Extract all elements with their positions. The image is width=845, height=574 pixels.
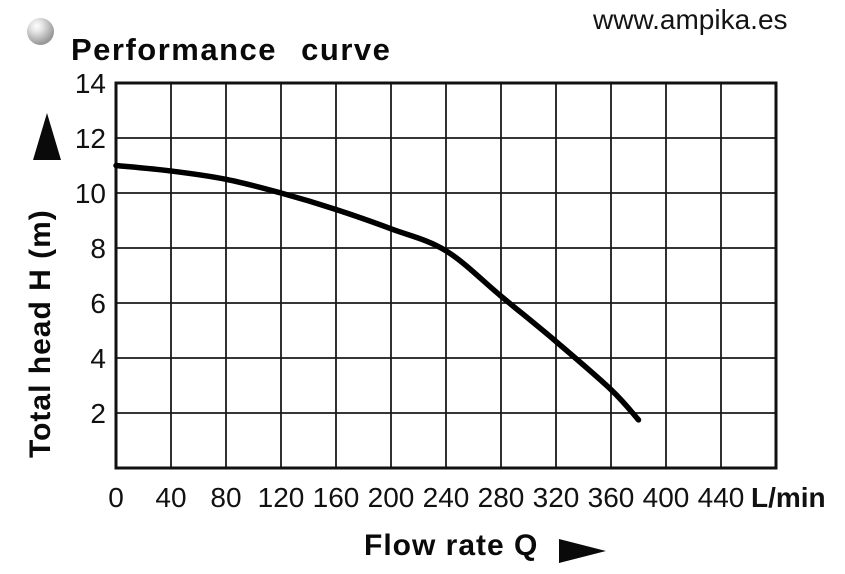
- x-tick-label: 400: [643, 482, 690, 513]
- x-tick-label: 280: [478, 482, 525, 513]
- x-tick-label: 240: [423, 482, 470, 513]
- y-tick-label: 6: [90, 288, 106, 319]
- x-tick-label: 0: [108, 482, 124, 513]
- y-tick-label: 8: [90, 233, 106, 264]
- website-url: www.ampika.es: [593, 4, 788, 35]
- x-tick-label: 320: [533, 482, 580, 513]
- x-tick-label: 120: [258, 482, 305, 513]
- y-tick-label: 2: [90, 398, 106, 429]
- y-axis-title: Total head H (m): [24, 209, 57, 458]
- x-axis-title: Flow rate Q: [364, 529, 539, 562]
- plot-border: [114, 81, 778, 470]
- page-title: Performance curve: [71, 31, 392, 67]
- sphere-bullet-icon: [27, 18, 54, 45]
- x-tick-label: 80: [210, 482, 241, 513]
- x-tick-label: 360: [588, 482, 635, 513]
- x-tick-label: 40: [155, 482, 186, 513]
- up-arrow-icon: [33, 113, 61, 160]
- right-arrow-icon: [559, 539, 606, 563]
- y-tick-label: 14: [75, 68, 106, 99]
- x-tick-label: 200: [368, 482, 415, 513]
- y-tick-label: 4: [90, 343, 106, 374]
- x-axis-unit: L/min: [751, 482, 826, 513]
- x-tick-label: 160: [313, 482, 360, 513]
- y-tick-label: 12: [75, 123, 106, 154]
- y-tick-label: 10: [75, 178, 106, 209]
- performance-curve: [113, 162, 642, 423]
- x-tick-label: 440: [698, 482, 745, 513]
